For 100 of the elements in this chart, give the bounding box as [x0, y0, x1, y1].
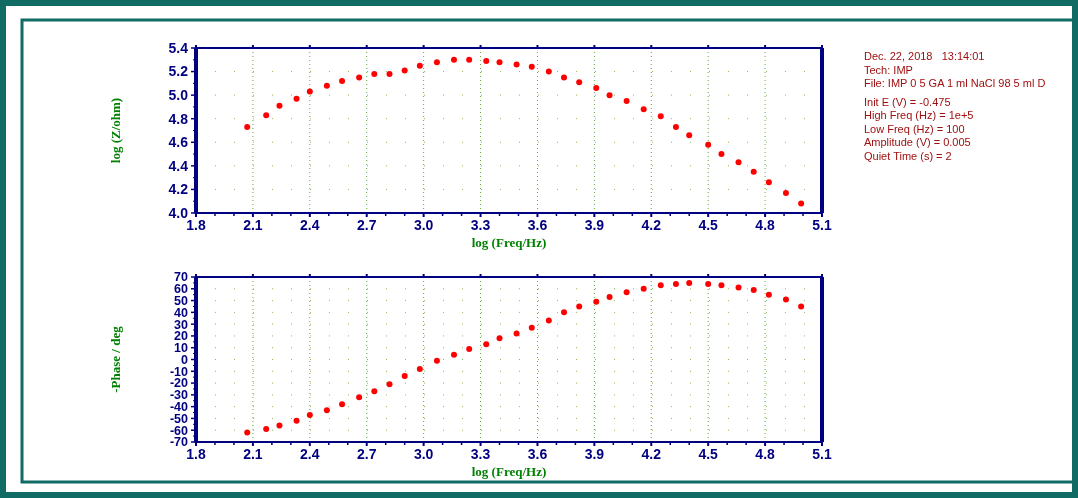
y-tick-label: 5.2 [168, 63, 189, 80]
x-tick-label: 3.6 [527, 446, 548, 462]
point [798, 303, 805, 310]
point [718, 282, 725, 289]
point [306, 88, 313, 95]
point [765, 179, 772, 186]
y-tick-label: 20 [174, 329, 189, 344]
point [293, 417, 300, 424]
x-tick-label: 2.4 [300, 446, 320, 462]
point [356, 394, 363, 401]
point [323, 82, 330, 89]
point [593, 298, 600, 305]
point [356, 74, 363, 81]
y-tick-label: -70 [169, 435, 189, 450]
text: Amplitude (V) = 0.005 [864, 136, 971, 148]
x-tick-label: 2.4 [300, 217, 320, 233]
point [306, 411, 313, 418]
x-tick-label: 3.9 [584, 217, 605, 233]
point [276, 102, 283, 109]
point [433, 357, 440, 364]
y-tick-label: -30 [169, 388, 189, 403]
x-tick-label: 3.9 [584, 446, 605, 462]
y-axis-title: log (Z/ohm) [108, 97, 123, 164]
point [293, 95, 300, 102]
point [513, 330, 520, 337]
point [705, 141, 712, 148]
point [496, 59, 503, 66]
point [705, 281, 712, 288]
point [576, 79, 583, 86]
x-tick-label: 4.5 [698, 217, 719, 233]
x-tick-label: 2.1 [243, 217, 263, 233]
x-tick-label: 2.1 [243, 446, 263, 462]
text: Low Freq (Hz) = 100 [864, 122, 965, 135]
point [606, 294, 613, 301]
point [244, 429, 251, 436]
y-tick-label: 30 [174, 317, 189, 332]
point [593, 85, 600, 92]
point [496, 335, 503, 342]
point [782, 296, 789, 303]
point [657, 113, 664, 120]
point [545, 317, 552, 324]
y-tick-label: 5.4 [168, 39, 189, 56]
point [528, 324, 535, 331]
point [606, 92, 613, 99]
point [750, 286, 757, 293]
x-tick-label: 4.2 [641, 446, 662, 462]
y-axis-title: -Phase / deg [108, 325, 123, 393]
point [623, 98, 630, 105]
x-tick-label: 3.3 [470, 446, 491, 462]
point [244, 123, 251, 130]
point [466, 56, 473, 63]
y-tick-label: 4.4 [168, 157, 189, 174]
point [576, 303, 583, 310]
x-tick-label: 2.7 [356, 217, 377, 233]
point [561, 309, 568, 316]
x-tick-label: 4.5 [698, 446, 719, 462]
x-tick-label: 3.6 [527, 217, 548, 233]
point [798, 200, 805, 207]
point [263, 112, 270, 119]
x-tick-label: 3.3 [470, 217, 491, 233]
point [640, 106, 647, 113]
y-tick-label: 70 [174, 270, 189, 285]
point [466, 345, 473, 352]
point [735, 284, 742, 291]
y-tick-label: 5.0 [168, 87, 189, 104]
point [386, 381, 393, 388]
text: High Freq (Hz) = 1e+5 [864, 109, 974, 121]
x-tick-label: 4.8 [755, 217, 776, 233]
text: File: IMP 0 5 GA 1 ml NaCl 98 5 ml D [864, 77, 1046, 89]
y-tick-label: -10 [169, 364, 189, 379]
y-tick-label: 4.0 [168, 204, 189, 221]
point [513, 61, 520, 68]
point [450, 351, 457, 358]
point [686, 132, 693, 139]
point [545, 68, 552, 75]
x-tick-label: 3.0 [413, 217, 434, 233]
point [416, 365, 423, 372]
text: Dec. 22, 2018 13:14:01 [864, 50, 985, 62]
point [401, 373, 408, 379]
point [433, 59, 440, 66]
point [657, 282, 664, 289]
point [339, 401, 346, 408]
x-tick-label: 3.0 [413, 446, 434, 462]
point [686, 279, 693, 286]
point [718, 151, 725, 158]
point [672, 123, 679, 130]
point [263, 426, 270, 433]
point [735, 159, 742, 166]
x-tick-label: 1.8 [186, 446, 206, 462]
y-tick-label: -60 [169, 423, 189, 438]
point [339, 78, 346, 84]
text: Quiet Time (s) = 2 [864, 149, 952, 162]
point [483, 57, 490, 64]
x-tick-label: 4.8 [755, 446, 776, 462]
point [623, 289, 630, 296]
point [371, 388, 378, 395]
y-tick-label: -20 [169, 376, 189, 391]
point [561, 74, 568, 81]
x-axis-title: log (Freq/Hz) [471, 464, 547, 479]
x-tick-label: 2.7 [356, 446, 377, 462]
